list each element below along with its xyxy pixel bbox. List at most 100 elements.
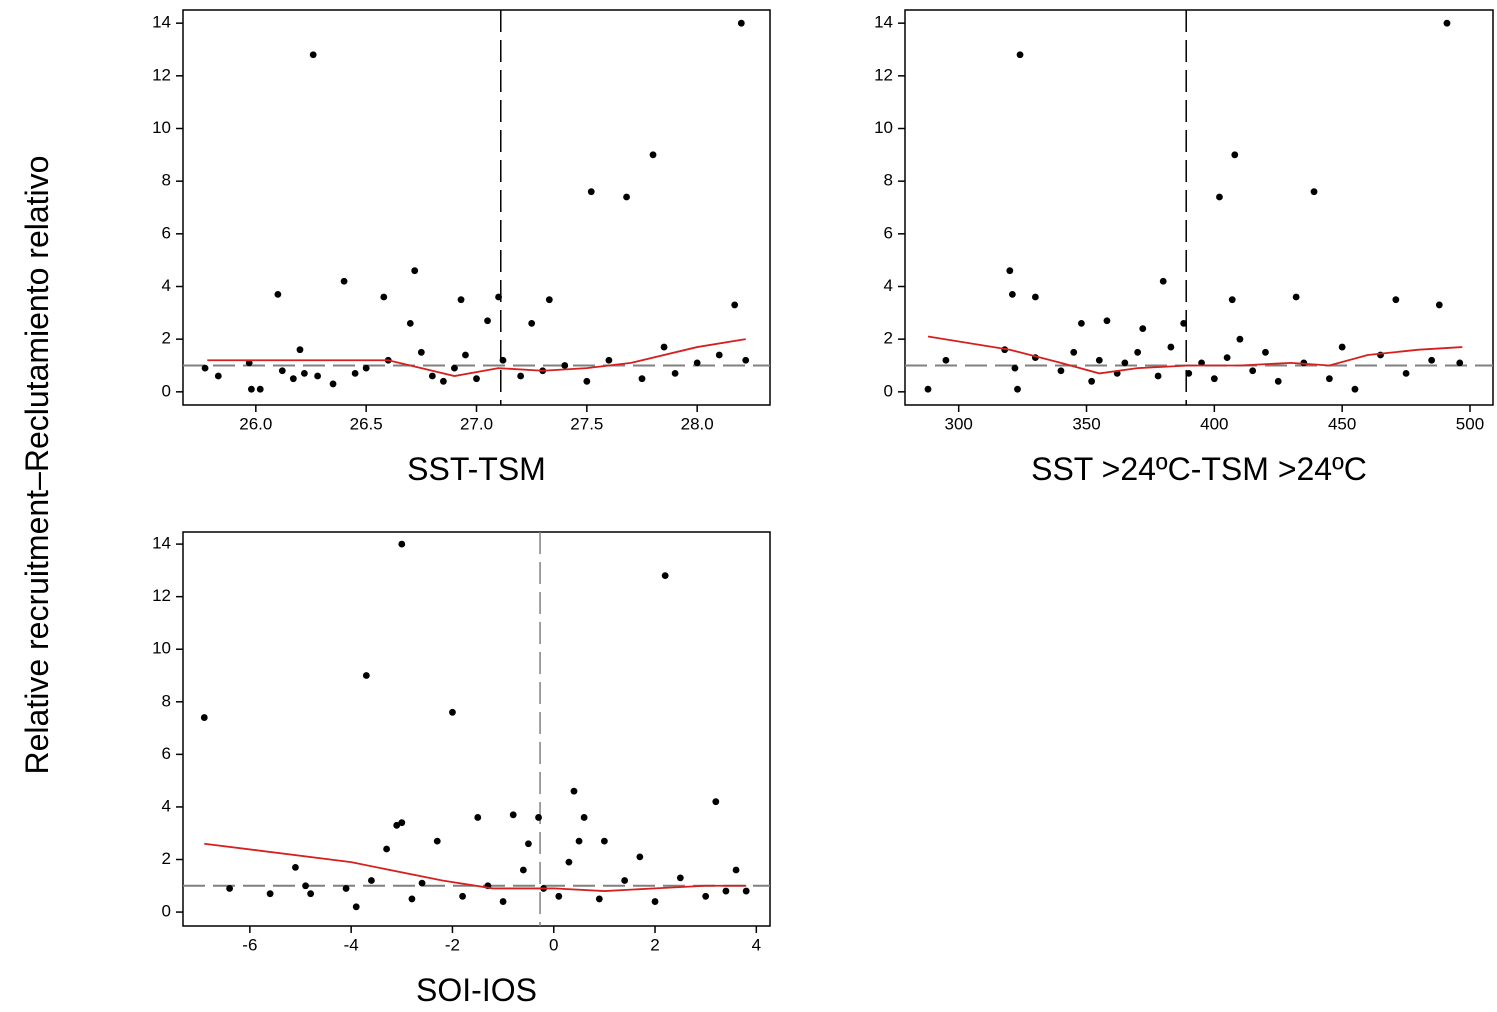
point	[519, 866, 527, 874]
y-tick-label: 14	[152, 13, 171, 32]
point	[1392, 296, 1400, 304]
y-tick-label: 8	[162, 691, 171, 710]
point	[368, 877, 375, 884]
x-tick-label: 300	[944, 414, 972, 433]
x-tick-label: 4	[752, 935, 761, 954]
x-tick-label: 0	[549, 935, 558, 954]
point	[1228, 296, 1236, 304]
point	[1121, 359, 1129, 367]
point	[555, 892, 563, 900]
point	[595, 895, 603, 903]
point	[495, 293, 502, 301]
plot-frame	[182, 9, 771, 406]
point	[702, 892, 710, 900]
point	[545, 296, 553, 304]
point	[509, 811, 517, 819]
point	[439, 377, 447, 385]
point	[722, 887, 730, 895]
point	[398, 540, 406, 548]
point	[623, 193, 630, 201]
point	[742, 356, 750, 364]
x-tick-label: 2	[650, 935, 659, 954]
point	[302, 882, 309, 890]
point	[418, 879, 426, 887]
y-tick-label: 0	[162, 902, 171, 921]
point	[600, 837, 608, 845]
point	[737, 19, 745, 27]
y-tick-label: 2	[162, 849, 171, 868]
point	[583, 377, 591, 385]
point	[1249, 367, 1257, 375]
point	[1216, 193, 1223, 201]
point	[712, 798, 720, 806]
point	[1262, 348, 1269, 356]
point	[1031, 293, 1039, 301]
y-tick-label: 12	[152, 65, 171, 84]
y-tick-label: 2	[162, 329, 171, 348]
point	[473, 375, 480, 383]
x-tick-label: 27.0	[460, 414, 493, 433]
point	[449, 708, 456, 716]
point	[676, 874, 684, 882]
point	[671, 370, 679, 377]
y-tick-label: 8	[162, 171, 171, 190]
point	[1057, 367, 1065, 375]
point	[352, 903, 360, 911]
point	[1274, 377, 1282, 385]
point	[1210, 375, 1218, 383]
point	[457, 296, 465, 304]
point	[428, 372, 436, 380]
point	[924, 385, 932, 393]
smooth-line	[204, 842, 747, 892]
point	[1078, 319, 1085, 327]
x-tick-label: 27.5	[570, 414, 603, 433]
point	[200, 714, 208, 721]
point	[459, 892, 466, 900]
point	[411, 267, 419, 275]
point	[398, 819, 406, 827]
y-tick-label: 12	[874, 65, 893, 84]
x-axis-label: SST-TSM	[407, 451, 546, 487]
point	[661, 572, 669, 580]
plot-frame	[904, 9, 1494, 406]
point	[1103, 317, 1111, 325]
point	[1134, 348, 1142, 356]
point	[1014, 385, 1021, 393]
point	[245, 359, 253, 367]
x-axis-label: SOI-IOS	[416, 972, 537, 1008]
point	[340, 277, 348, 285]
x-tick-label: 450	[1328, 414, 1356, 433]
point	[636, 853, 644, 861]
x-tick-label: -2	[445, 935, 460, 954]
x-tick-label: -4	[344, 935, 359, 954]
point	[201, 364, 209, 372]
y-tick-label: 4	[884, 276, 893, 295]
point	[660, 343, 668, 351]
point	[1338, 343, 1346, 351]
point	[1236, 335, 1244, 343]
point	[314, 372, 322, 380]
point	[1159, 277, 1167, 285]
point	[1223, 354, 1231, 361]
point	[605, 356, 613, 364]
point	[732, 866, 740, 874]
y-tick-label: 0	[162, 381, 171, 400]
point	[580, 814, 588, 821]
point	[289, 375, 297, 383]
y-axis-label: Relative recruitment–Reclutamiento relat…	[19, 156, 55, 775]
point	[621, 877, 629, 884]
point	[499, 898, 507, 905]
point	[525, 840, 532, 848]
point	[474, 814, 482, 821]
point	[1231, 151, 1239, 159]
point	[342, 885, 350, 892]
point	[296, 346, 304, 354]
point	[1443, 19, 1451, 27]
point	[278, 367, 286, 375]
y-tick-label: 8	[884, 171, 893, 190]
point	[214, 372, 222, 380]
point	[1008, 291, 1016, 298]
point	[517, 372, 525, 380]
y-tick-label: 10	[874, 118, 893, 137]
